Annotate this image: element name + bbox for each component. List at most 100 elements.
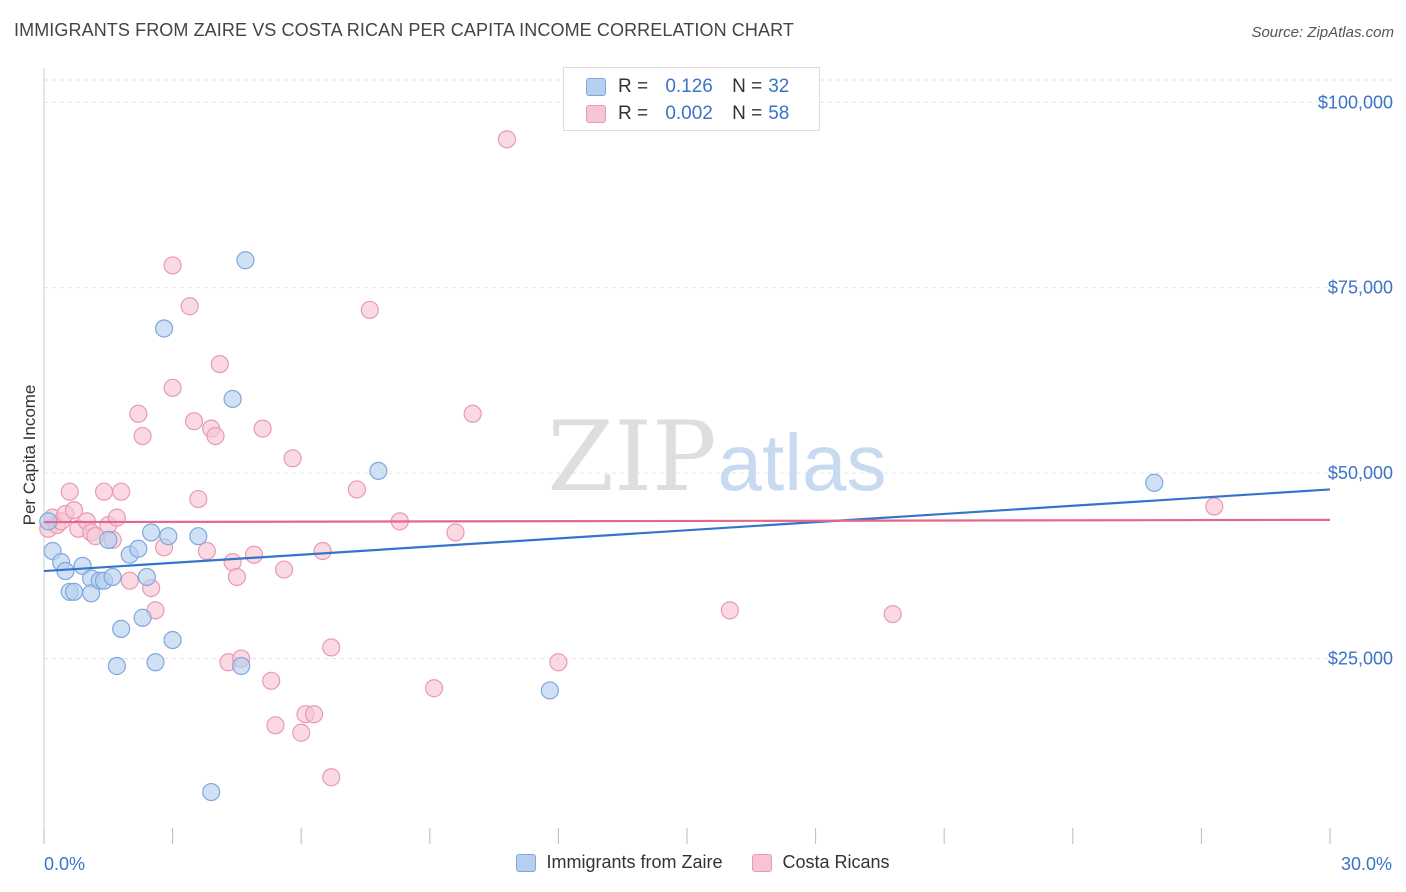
costa-rican-point <box>446 523 465 542</box>
costa-rican-point <box>360 300 379 320</box>
legend-row-zaire: R = 0.126 N = 32 <box>586 74 789 100</box>
legend-r-value: 0.002 <box>665 103 713 124</box>
costa-rican-point <box>253 419 272 438</box>
x-tick-label-min: 0.0% <box>44 854 85 874</box>
y-tick-label: $75,000 <box>1328 278 1393 298</box>
zaire-point <box>133 608 152 627</box>
axes <box>43 68 1331 844</box>
costa-rican-point <box>292 723 311 742</box>
zaire-point <box>107 656 126 676</box>
costa-rican-point <box>313 541 332 561</box>
legend-r-value: 0.126 <box>665 76 713 97</box>
legend-swatch-blue <box>586 78 606 96</box>
costa-rican-point <box>60 482 79 501</box>
costa-rican-point <box>206 426 225 446</box>
legend-n-label: N = <box>732 76 763 97</box>
legend-swatch-pink <box>586 105 606 123</box>
costa-rican-point <box>189 489 208 509</box>
costa-rican-point <box>112 482 131 501</box>
y-tick-label: $100,000 <box>1318 92 1393 112</box>
costa-rican-point <box>227 567 246 587</box>
zaire-point <box>82 584 101 603</box>
costa-rican-point <box>497 130 517 149</box>
costa-rican-point <box>347 480 367 499</box>
zaire-point <box>154 319 174 338</box>
costa-rican-point <box>133 426 152 446</box>
legend-swatch-blue <box>516 853 537 872</box>
legend-item-zaire[interactable]: Immigrants from Zaire <box>516 852 722 873</box>
zaire-point <box>189 527 208 546</box>
costa-rican-point <box>424 679 444 698</box>
zaire-point <box>232 656 251 676</box>
y-tick-label: $25,000 <box>1328 649 1393 669</box>
chart-title: IMMIGRANTS FROM ZAIRE VS COSTA RICAN PER… <box>14 20 794 40</box>
zaire-point <box>202 782 221 802</box>
costa-rican-point <box>549 653 568 672</box>
zaire-point <box>159 527 178 546</box>
costa-rican-point <box>184 412 204 431</box>
costa-rican-point <box>283 449 302 468</box>
zaire-points <box>39 251 1164 802</box>
zaire-point <box>112 619 131 638</box>
zaire-point <box>137 567 156 587</box>
legend-swatch-pink <box>752 853 773 872</box>
costa-rican-point <box>163 378 182 397</box>
costa-rican-point <box>64 501 84 520</box>
legend-r-label: R = <box>618 76 649 97</box>
zaire-point <box>142 523 161 542</box>
costa-rican-point <box>463 404 482 423</box>
costa-rican-point <box>322 768 341 787</box>
correlation-legend: R = 0.126 N = 32 R = 0.002 N = 58 <box>563 67 820 131</box>
source-credit: Source: ZipAtlas.com <box>1251 24 1394 41</box>
costa-rican-point <box>129 404 148 423</box>
legend-item-costa-ricans[interactable]: Costa Ricans <box>752 852 890 873</box>
costa-rican-point <box>262 671 281 690</box>
legend-item-label: Immigrants from Zaire <box>546 852 723 872</box>
zaire-point <box>73 556 92 575</box>
zaire-point <box>1145 473 1164 492</box>
costa-rican-point <box>163 256 182 275</box>
zaire-point <box>540 681 559 700</box>
y-axis-label: Per Capita Income <box>20 384 39 526</box>
zaire-point <box>103 567 122 587</box>
trend-lines <box>43 488 1331 573</box>
y-tick-labels: $25,000 $50,000 $75,000 $100,000 <box>1318 92 1393 668</box>
costa-rican-point <box>266 716 285 735</box>
legend-item-label: Costa Ricans <box>782 852 890 872</box>
zaire-point <box>369 461 388 481</box>
costa-rican-point <box>720 601 739 620</box>
x-tick-label-max: 30.0% <box>1341 854 1392 874</box>
watermark: ZIP atlas <box>547 401 886 513</box>
legend-r-label: R = <box>618 103 649 124</box>
watermark-zip: ZIP <box>547 401 716 513</box>
zaire-point <box>163 630 182 650</box>
zaire-point <box>223 389 242 409</box>
watermark-atlas: atlas <box>718 418 887 507</box>
costa-rican-point <box>94 482 114 501</box>
costa-rican-point <box>322 638 341 657</box>
legend-n-label: N = <box>732 103 763 124</box>
costa-rican-point <box>274 560 294 579</box>
costa-rican-point <box>304 705 324 724</box>
costa-rican-point <box>107 508 126 527</box>
legend-row-costa-rica: R = 0.002 N = 58 <box>586 101 789 127</box>
zaire-trend-line <box>43 488 1331 573</box>
legend-n-value: 58 <box>768 103 790 124</box>
zaire-point <box>236 251 255 270</box>
zaire-point <box>146 653 165 672</box>
zaire-point <box>99 530 118 549</box>
series-legend: Immigrants from Zaire Costa Ricans <box>0 852 1406 873</box>
y-tick-label: $50,000 <box>1328 463 1393 483</box>
costa-rican-point <box>210 354 229 374</box>
costa-rican-point <box>883 604 902 624</box>
zaire-point <box>129 539 148 558</box>
costa-rican-trend-line <box>43 518 1331 524</box>
costa-rican-point <box>197 541 216 561</box>
costa-rican-point <box>180 297 199 316</box>
zaire-point <box>64 582 84 601</box>
costa-rican-point <box>244 545 264 564</box>
legend-n-value: 32 <box>768 76 790 97</box>
costa-rican-point <box>1205 497 1224 516</box>
costa-rican-point <box>120 571 139 590</box>
